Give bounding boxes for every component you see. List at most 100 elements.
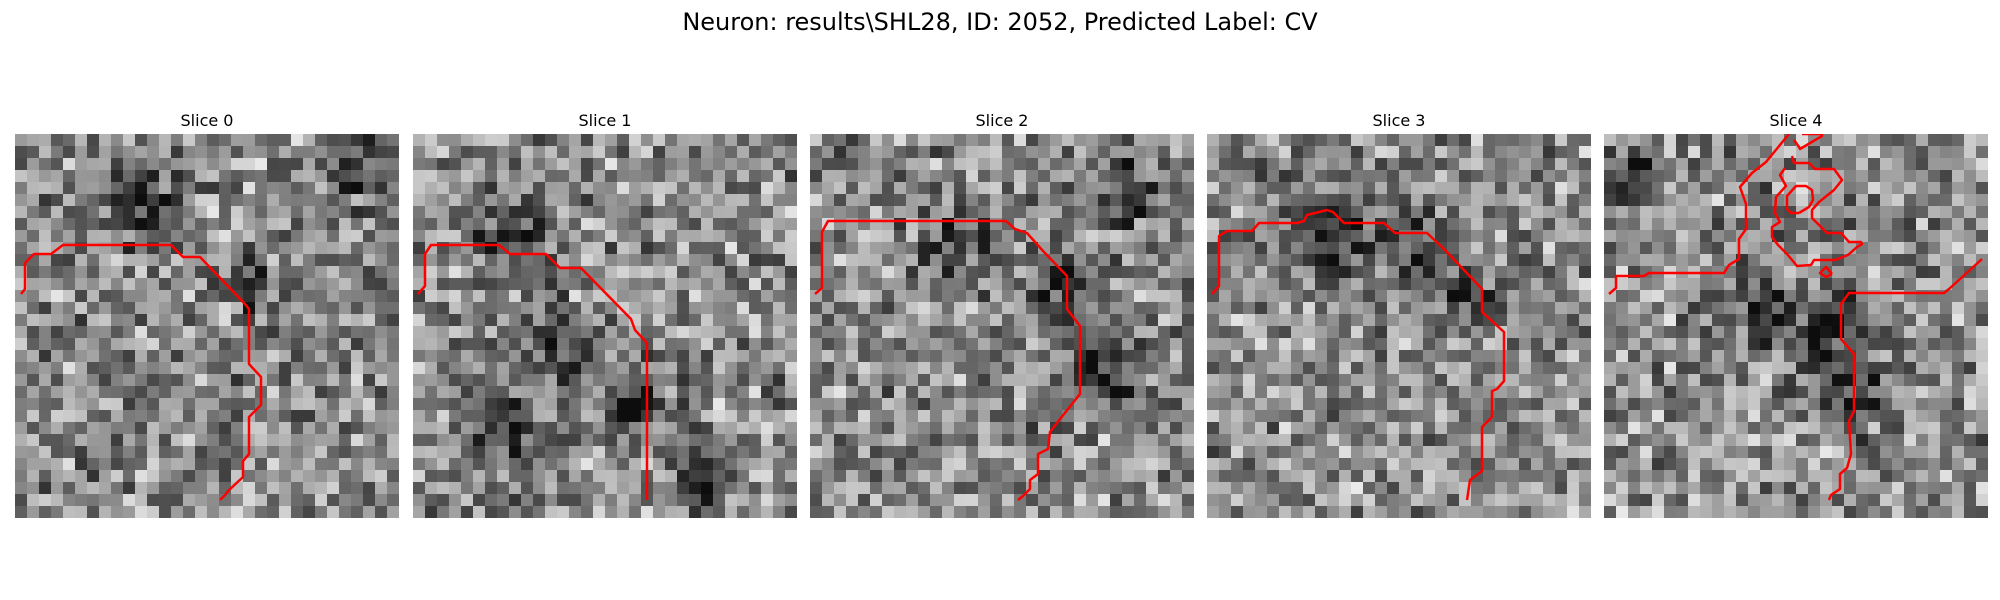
pixel-cell [858,326,870,338]
pixel-cell [1315,266,1327,278]
pixel-cell [1086,170,1098,182]
pixel-cell [1002,290,1014,302]
pixel-cell [171,458,183,470]
pixel-cell [1844,194,1856,206]
pixel-cell [473,470,485,482]
pixel-cell [51,254,63,266]
pixel-cell [1291,350,1303,362]
pixel-cell [834,134,846,146]
pixel-cell [1146,314,1158,326]
pixel-cell [605,362,617,374]
pixel-cell [279,302,291,314]
pixel-cell [954,170,966,182]
pixel-cell [918,350,930,362]
pixel-cell [773,206,785,218]
pixel-cell [761,422,773,434]
pixel-cell [291,170,303,182]
pixel-cell [966,506,978,518]
pixel-cell [1471,314,1483,326]
pixel-cell [39,482,51,494]
pixel-cell [39,254,51,266]
pixel-cell [111,422,123,434]
pixel-cell [737,290,749,302]
pixel-cell [1952,350,1964,362]
pixel-cell [1146,350,1158,362]
pixel-cell [1628,242,1640,254]
pixel-cell [1543,470,1555,482]
pixel-cell [773,134,785,146]
pixel-cell [1700,170,1712,182]
pixel-cell [1808,290,1820,302]
pixel-cell [1904,302,1916,314]
pixel-cell [677,470,689,482]
pixel-cell [990,290,1002,302]
pixel-cell [1868,218,1880,230]
pixel-cell [569,374,581,386]
pixel-cell [1243,374,1255,386]
pixel-cell [159,494,171,506]
pixel-cell [1844,146,1856,158]
pixel-cell [1748,146,1760,158]
pixel-cell [870,338,882,350]
pixel-cell [1760,218,1772,230]
pixel-cell [1207,482,1219,494]
pixel-cell [1483,338,1495,350]
pixel-cell [111,182,123,194]
pixel-cell [147,266,159,278]
pixel-cell [761,374,773,386]
pixel-cell [1086,158,1098,170]
pixel-cell [990,170,1002,182]
pixel-cell [725,446,737,458]
pixel-cell [63,218,75,230]
pixel-cell [1182,170,1194,182]
pixel-cell [363,338,375,350]
pixel-cell [99,194,111,206]
pixel-cell [485,470,497,482]
pixel-cell [1086,434,1098,446]
pixel-cell [1219,494,1231,506]
pixel-cell [1916,278,1928,290]
pixel-cell [641,506,653,518]
pixel-cell [894,278,906,290]
pixel-cell [1628,446,1640,458]
pixel-cell [1231,254,1243,266]
pixel-cell [858,458,870,470]
pixel-cell [99,146,111,158]
pixel-cell [1074,242,1086,254]
pixel-cell [195,302,207,314]
pixel-cell [159,206,171,218]
pixel-cell [63,314,75,326]
pixel-cell [593,326,605,338]
pixel-cell [1940,254,1952,266]
pixel-cell [749,302,761,314]
pixel-cell [1267,362,1279,374]
pixel-cell [617,194,629,206]
pixel-cell [1916,434,1928,446]
pixel-cell [605,134,617,146]
pixel-cell [1760,290,1772,302]
pixel-cell [375,482,387,494]
pixel-cell [1579,350,1591,362]
pixel-cell [147,470,159,482]
pixel-cell [1880,326,1892,338]
pixel-cell [713,410,725,422]
pixel-cell [461,194,473,206]
pixel-cell [701,506,713,518]
pixel-cell [990,410,1002,422]
pixel-cell [1916,194,1928,206]
pixel-cell [1736,422,1748,434]
pixel-cell [303,254,315,266]
pixel-cell [1447,446,1459,458]
pixel-cell [894,410,906,422]
pixel-cell [1062,254,1074,266]
pixel-cell [641,302,653,314]
pixel-cell [701,422,713,434]
pixel-cell [641,218,653,230]
pixel-cell [942,446,954,458]
pixel-cell [545,170,557,182]
pixel-cell [1219,374,1231,386]
pixel-cell [159,230,171,242]
pixel-cell [473,482,485,494]
pixel-cell [1375,506,1387,518]
pixel-cell [942,134,954,146]
